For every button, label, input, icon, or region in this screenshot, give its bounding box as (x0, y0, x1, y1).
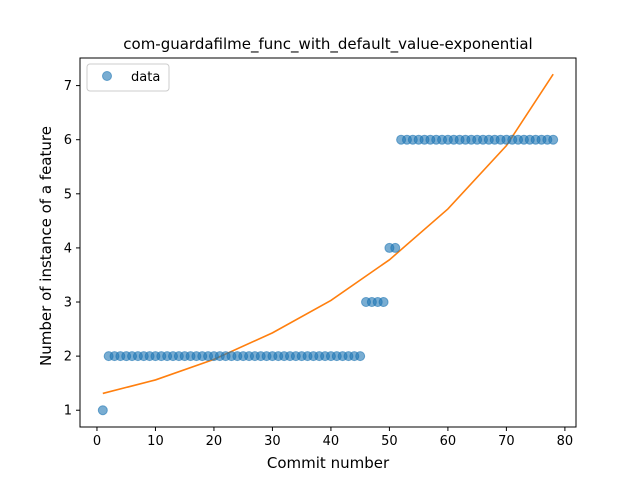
data-point (548, 134, 559, 145)
data-point (378, 297, 389, 308)
legend-box (86, 63, 170, 92)
x-tick-label: 60 (440, 434, 457, 449)
axes: 0 10 20 30 40 50 60 70 80 1 2 3 4 5 6 7 (64, 57, 577, 449)
axes-frame (79, 57, 577, 428)
data-point (390, 242, 401, 253)
x-tick-label: 20 (206, 434, 223, 449)
y-tick-label: 7 (64, 79, 72, 94)
x-tick-label: 0 (93, 434, 101, 449)
x-tick-label: 50 (381, 434, 398, 449)
data-points-layer (97, 134, 559, 416)
y-tick-label: 4 (64, 241, 72, 256)
legend-marker-data (102, 71, 112, 81)
y-tick-label: 2 (64, 350, 72, 365)
y-tick-label: 5 (64, 187, 72, 202)
data-point (97, 405, 108, 416)
fit-line-layer (102, 73, 554, 395)
y-tick-label: 1 (64, 404, 72, 419)
x-tick-label: 10 (147, 434, 164, 449)
y-tick-label: 3 (64, 296, 72, 311)
chart-title: com-guardafilme_func_with_default_value-… (123, 35, 532, 54)
x-tick-label: 70 (498, 434, 515, 449)
data-point (355, 351, 366, 362)
x-tick-label: 80 (557, 434, 574, 449)
x-tick-label: 30 (264, 434, 281, 449)
y-axis-title: Number of instance of a feature (37, 126, 55, 366)
x-axis-title: Commit number (267, 454, 390, 472)
legend-label-data: data (131, 70, 160, 85)
x-tick-label: 40 (323, 434, 340, 449)
legend: data (86, 63, 170, 92)
fit-line (102, 73, 554, 395)
y-tick-label: 6 (64, 133, 72, 148)
